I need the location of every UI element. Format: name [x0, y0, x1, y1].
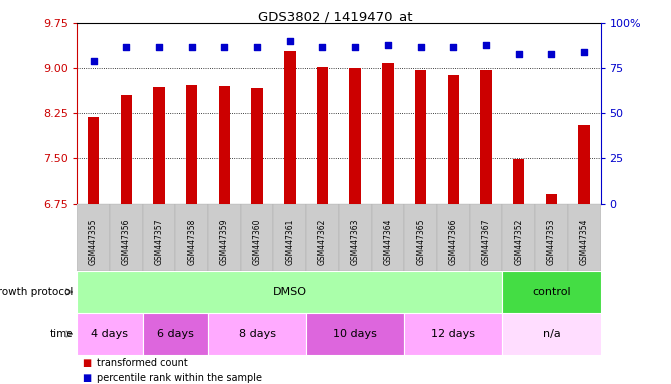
Bar	[208, 204, 241, 271]
Point	[579, 49, 590, 55]
Text: growth protocol: growth protocol	[0, 287, 74, 297]
Bar	[470, 204, 503, 271]
Bar	[503, 271, 601, 313]
Text: control: control	[532, 287, 571, 297]
Bar	[350, 68, 361, 204]
Text: GSM447353: GSM447353	[547, 219, 556, 265]
Bar	[175, 204, 208, 271]
Bar	[186, 85, 197, 204]
Text: GSM447355: GSM447355	[89, 219, 98, 265]
Bar	[306, 204, 339, 271]
Text: GSM447354: GSM447354	[580, 219, 588, 265]
Bar	[142, 313, 208, 355]
Point	[350, 43, 360, 50]
Point	[415, 43, 426, 50]
Point	[480, 41, 491, 48]
Bar	[546, 194, 557, 204]
Bar	[77, 271, 503, 313]
Bar	[535, 204, 568, 271]
Point	[513, 51, 524, 57]
Bar	[448, 75, 459, 204]
Bar	[437, 204, 470, 271]
Text: GDS3802 / 1419470_at: GDS3802 / 1419470_at	[258, 10, 413, 23]
Bar	[480, 70, 492, 204]
Point	[252, 43, 262, 50]
Point	[187, 43, 197, 50]
Point	[154, 43, 164, 50]
Bar	[208, 313, 306, 355]
Bar	[88, 118, 99, 204]
Point	[546, 51, 557, 57]
Text: GSM447357: GSM447357	[154, 219, 164, 265]
Text: GSM447358: GSM447358	[187, 219, 196, 265]
Bar	[142, 204, 175, 271]
Text: 10 days: 10 days	[333, 329, 377, 339]
Bar	[77, 204, 110, 271]
Text: 4 days: 4 days	[91, 329, 128, 339]
Text: GSM447356: GSM447356	[121, 219, 131, 265]
Text: 6 days: 6 days	[157, 329, 194, 339]
Bar	[578, 125, 590, 204]
Bar	[513, 159, 525, 204]
Point	[88, 58, 99, 64]
Bar	[372, 204, 404, 271]
Bar	[153, 88, 164, 204]
Bar	[274, 204, 306, 271]
Bar	[339, 204, 372, 271]
Bar	[219, 86, 230, 204]
Point	[285, 38, 295, 44]
Text: n/a: n/a	[543, 329, 560, 339]
Bar	[404, 313, 503, 355]
Point	[382, 41, 393, 48]
Text: GSM447367: GSM447367	[482, 219, 491, 265]
Bar	[503, 204, 535, 271]
Bar	[404, 204, 437, 271]
Point	[121, 43, 132, 50]
Text: ■: ■	[83, 373, 92, 383]
Text: DMSO: DMSO	[273, 287, 307, 297]
Bar	[252, 88, 263, 204]
Bar	[382, 63, 394, 204]
Text: time: time	[50, 329, 74, 339]
Bar	[317, 67, 328, 204]
Bar	[241, 204, 274, 271]
Bar	[121, 95, 132, 204]
Text: GSM447363: GSM447363	[351, 219, 360, 265]
Point	[219, 43, 229, 50]
Text: GSM447364: GSM447364	[383, 219, 393, 265]
Text: GSM447362: GSM447362	[318, 219, 327, 265]
Bar	[568, 204, 601, 271]
Text: ■: ■	[83, 358, 92, 368]
Bar	[284, 51, 295, 204]
Text: GSM447360: GSM447360	[252, 219, 262, 265]
Text: transformed count: transformed count	[97, 358, 188, 368]
Text: percentile rank within the sample: percentile rank within the sample	[97, 373, 262, 383]
Text: GSM447366: GSM447366	[449, 219, 458, 265]
Point	[317, 43, 328, 50]
Bar	[110, 204, 142, 271]
Bar	[503, 313, 601, 355]
Text: 12 days: 12 days	[431, 329, 475, 339]
Point	[448, 43, 459, 50]
Text: GSM447361: GSM447361	[285, 219, 295, 265]
Bar	[415, 70, 426, 204]
Text: GSM447352: GSM447352	[514, 219, 523, 265]
Bar	[306, 313, 404, 355]
Text: 8 days: 8 days	[239, 329, 276, 339]
Bar	[77, 313, 142, 355]
Text: GSM447359: GSM447359	[220, 219, 229, 265]
Text: GSM447365: GSM447365	[416, 219, 425, 265]
